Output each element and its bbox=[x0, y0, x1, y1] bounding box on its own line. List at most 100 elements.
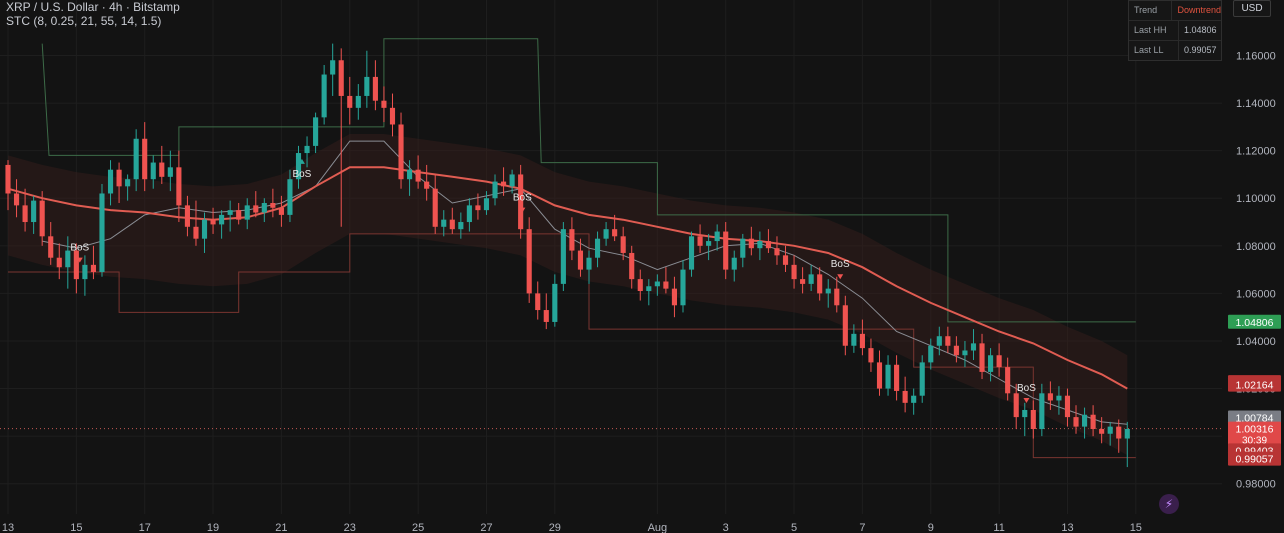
x-tick-label: 13 bbox=[2, 522, 14, 533]
info-value: 0.99057 bbox=[1184, 45, 1217, 55]
candle bbox=[492, 181, 498, 199]
info-row-last-hh: Last HH 1.04806 bbox=[1129, 20, 1221, 40]
candle bbox=[748, 238, 754, 249]
candle bbox=[663, 281, 669, 289]
x-tick-label: 5 bbox=[791, 522, 797, 533]
candle bbox=[671, 288, 678, 306]
candle bbox=[5, 164, 11, 194]
info-label: Last LL bbox=[1129, 41, 1179, 60]
candle bbox=[261, 202, 267, 213]
candle bbox=[765, 241, 771, 249]
candle bbox=[902, 390, 908, 403]
candle bbox=[364, 76, 370, 96]
y-tick-label: 1.14000 bbox=[1236, 98, 1276, 110]
candle bbox=[167, 167, 173, 177]
candle bbox=[193, 226, 199, 239]
candle bbox=[543, 310, 549, 322]
price-labels: 1.048061.022701.021641.007841.0031630:39… bbox=[1228, 314, 1281, 466]
candle bbox=[688, 236, 695, 270]
candle bbox=[988, 355, 994, 372]
candle bbox=[808, 274, 814, 284]
candle bbox=[731, 257, 737, 270]
price-label: 1.00316 bbox=[1236, 424, 1274, 436]
price-label: 1.04806 bbox=[1236, 317, 1274, 329]
candle bbox=[740, 238, 746, 258]
candle bbox=[22, 205, 28, 223]
candle bbox=[697, 236, 703, 246]
countdown-label: 30:39 bbox=[1242, 436, 1267, 447]
currency-button[interactable]: USD bbox=[1233, 0, 1271, 17]
lightning-icon[interactable]: ⚡ bbox=[1159, 494, 1179, 514]
candle bbox=[389, 107, 396, 125]
candle bbox=[270, 202, 276, 208]
fast-ma-line bbox=[42, 140, 1128, 425]
candle bbox=[1124, 429, 1130, 439]
candle bbox=[859, 333, 865, 349]
candle bbox=[424, 181, 430, 189]
candle bbox=[500, 181, 507, 187]
trend-info-table: Trend Downtrend Last HH 1.04806 Last LL … bbox=[1128, 0, 1222, 61]
candle bbox=[782, 255, 789, 265]
candle bbox=[646, 286, 652, 292]
price-label: 1.00784 bbox=[1236, 412, 1274, 424]
candle bbox=[116, 169, 122, 187]
candle bbox=[868, 348, 874, 363]
candle bbox=[970, 343, 977, 351]
candle bbox=[1022, 409, 1028, 418]
candle bbox=[449, 219, 455, 230]
candle bbox=[1030, 409, 1036, 430]
candle bbox=[1005, 367, 1011, 394]
candle bbox=[338, 60, 344, 96]
candle bbox=[1107, 426, 1113, 434]
candle bbox=[714, 231, 720, 242]
candle bbox=[518, 174, 524, 230]
x-tick-label: 15 bbox=[70, 522, 82, 533]
candle bbox=[432, 188, 438, 227]
candle bbox=[928, 345, 934, 363]
candle bbox=[1090, 414, 1096, 430]
price-label: 1.02164 bbox=[1236, 380, 1274, 392]
candle bbox=[936, 336, 942, 346]
bos-up-arrow bbox=[298, 158, 305, 164]
candle bbox=[509, 174, 515, 187]
candle bbox=[347, 95, 353, 108]
candle bbox=[321, 74, 327, 118]
bos-down-arrow bbox=[837, 274, 844, 280]
candle bbox=[629, 252, 635, 280]
candle bbox=[1056, 395, 1062, 401]
y-tick-label: 0.98000 bbox=[1236, 479, 1276, 491]
candle bbox=[372, 76, 378, 101]
candle bbox=[313, 117, 319, 146]
bos-label: BoS bbox=[513, 193, 532, 204]
candle bbox=[800, 279, 806, 284]
candle bbox=[82, 264, 88, 280]
candle bbox=[594, 238, 601, 258]
bos-markers: BoS BoS BoS BoS BoS bbox=[70, 158, 1036, 403]
bos-down-arrow bbox=[76, 257, 83, 263]
price-label-box bbox=[1228, 451, 1281, 466]
candle bbox=[953, 345, 959, 356]
info-value: Downtrend bbox=[1177, 5, 1221, 15]
candle bbox=[133, 138, 139, 180]
info-row-last-ll: Last LL 0.99057 bbox=[1129, 40, 1221, 60]
indicator-legend[interactable]: STC (8, 0.25, 21, 55, 14, 1.5) bbox=[6, 14, 162, 28]
symbol-title[interactable]: XRP / U.S. Dollar · 4h · Bitstamp bbox=[6, 0, 180, 14]
candle bbox=[791, 264, 797, 280]
candle bbox=[620, 236, 626, 253]
y-tick-label: 1.06000 bbox=[1236, 288, 1276, 300]
candle bbox=[99, 193, 105, 272]
candle bbox=[13, 193, 20, 206]
price-label-box bbox=[1228, 314, 1281, 329]
x-tick-label: 3 bbox=[723, 522, 729, 533]
candle bbox=[39, 200, 45, 237]
candle bbox=[842, 305, 848, 346]
x-tick-label: 25 bbox=[412, 522, 424, 533]
candle bbox=[757, 241, 763, 249]
x-tick-label: 27 bbox=[480, 522, 492, 533]
bos-label: BoS bbox=[1017, 383, 1036, 394]
time-axis[interactable]: 13 15 17 19 21 23 25 27 29 Aug 3 5 7 9 11 13 15 bbox=[2, 522, 1142, 533]
candle bbox=[219, 214, 225, 225]
info-value: 1.04806 bbox=[1184, 25, 1217, 35]
candle bbox=[458, 222, 464, 230]
